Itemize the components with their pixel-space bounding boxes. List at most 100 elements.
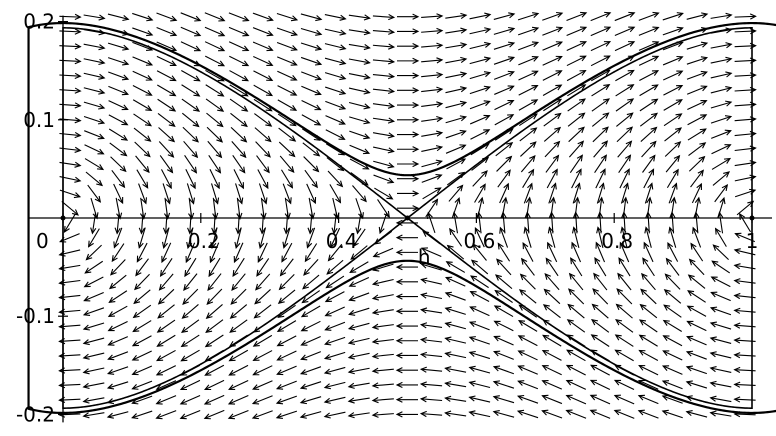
field-arrow <box>638 55 660 66</box>
field-arrow <box>499 182 509 204</box>
field-arrow <box>444 336 467 344</box>
field-arrow <box>445 100 468 109</box>
field-arrow <box>421 145 444 152</box>
field-arrow <box>620 182 630 204</box>
field-arrow <box>348 14 371 21</box>
field-arrow <box>474 226 485 248</box>
field-arrow <box>542 26 564 36</box>
field-arrow <box>712 244 729 261</box>
field-arrow <box>324 72 347 81</box>
field-arrow <box>518 85 539 96</box>
field-arrow <box>710 115 733 124</box>
field-arrow <box>131 410 153 420</box>
field-arrow <box>711 157 732 170</box>
field-arrow <box>277 56 298 66</box>
field-arrow <box>709 336 732 344</box>
field-arrow <box>277 289 296 305</box>
field-arrow <box>209 169 220 190</box>
field-arrow <box>493 305 514 318</box>
field-arrow <box>690 169 704 188</box>
field-arrow <box>186 183 196 205</box>
field-arrow <box>373 174 395 184</box>
field-arrow <box>203 394 225 405</box>
field-arrow <box>619 168 630 189</box>
field-arrow <box>613 394 635 405</box>
field-arrow <box>133 127 152 142</box>
field-arrow <box>468 336 490 345</box>
field-arrow <box>347 352 370 360</box>
field-arrow <box>710 71 733 79</box>
field-arrow <box>638 349 659 361</box>
field-arrow <box>158 127 176 143</box>
field-arrow <box>544 272 560 291</box>
field-arrow <box>179 409 201 420</box>
field-arrow <box>686 335 707 346</box>
field-arrow <box>662 319 683 332</box>
field-arrow <box>256 155 270 174</box>
field-arrow <box>204 334 224 348</box>
field-arrow <box>230 288 247 305</box>
field-arrow <box>347 322 370 331</box>
field-arrow <box>132 70 153 81</box>
field-arrow <box>619 241 630 263</box>
field-arrow <box>205 319 224 334</box>
field-arrow <box>347 367 370 375</box>
field-arrow <box>589 379 611 391</box>
field-arrow <box>84 260 104 274</box>
field-arrow <box>709 351 732 359</box>
field-arrow <box>107 57 130 66</box>
field-arrow <box>445 42 468 49</box>
field-arrow <box>595 241 606 263</box>
field-arrow <box>711 144 732 155</box>
field-arrow <box>323 381 346 390</box>
field-arrow <box>688 142 707 157</box>
field-arrow <box>614 11 636 22</box>
field-arrow <box>565 394 587 405</box>
field-arrow <box>594 257 607 277</box>
field-arrow <box>227 395 249 405</box>
field-arrow <box>300 336 321 346</box>
field-arrow <box>397 116 420 123</box>
field-arrow <box>372 58 396 65</box>
field-arrow <box>324 306 345 317</box>
field-arrow <box>617 140 633 158</box>
field-arrow <box>590 41 612 52</box>
field-arrow <box>395 234 418 241</box>
field-arrow <box>82 337 105 346</box>
field-arrow <box>230 126 248 143</box>
field-arrow <box>638 319 658 333</box>
field-arrow <box>709 366 732 373</box>
field-arrow <box>419 396 443 403</box>
field-arrow <box>157 288 175 305</box>
field-arrow <box>641 140 657 158</box>
field-arrow <box>709 306 732 316</box>
field-arrow <box>254 289 271 305</box>
field-arrow <box>397 190 420 197</box>
field-arrow <box>158 141 175 158</box>
field-arrow <box>662 26 684 36</box>
field-arrow <box>252 380 273 390</box>
field-arrow <box>419 410 443 418</box>
field-arrow <box>347 382 370 389</box>
field-arrow <box>300 351 322 361</box>
field-arrow <box>446 171 466 186</box>
field-arrow <box>661 380 683 390</box>
field-arrow <box>132 85 153 96</box>
field-arrow <box>349 116 371 125</box>
field-arrow <box>276 335 297 347</box>
field-arrow <box>686 305 707 317</box>
field-arrow <box>257 169 269 190</box>
field-arrow <box>82 382 105 390</box>
field-arrow <box>686 70 708 80</box>
field-arrow <box>522 241 534 262</box>
field-arrow <box>692 226 702 248</box>
field-arrow <box>229 70 250 82</box>
field-arrow <box>155 365 177 376</box>
field-arrow <box>446 244 465 260</box>
field-arrow <box>277 70 298 81</box>
field-arrow <box>348 58 371 65</box>
field-arrow <box>420 292 443 300</box>
field-arrow <box>132 99 153 111</box>
field-arrow <box>686 12 709 20</box>
field-arrow <box>445 276 466 287</box>
